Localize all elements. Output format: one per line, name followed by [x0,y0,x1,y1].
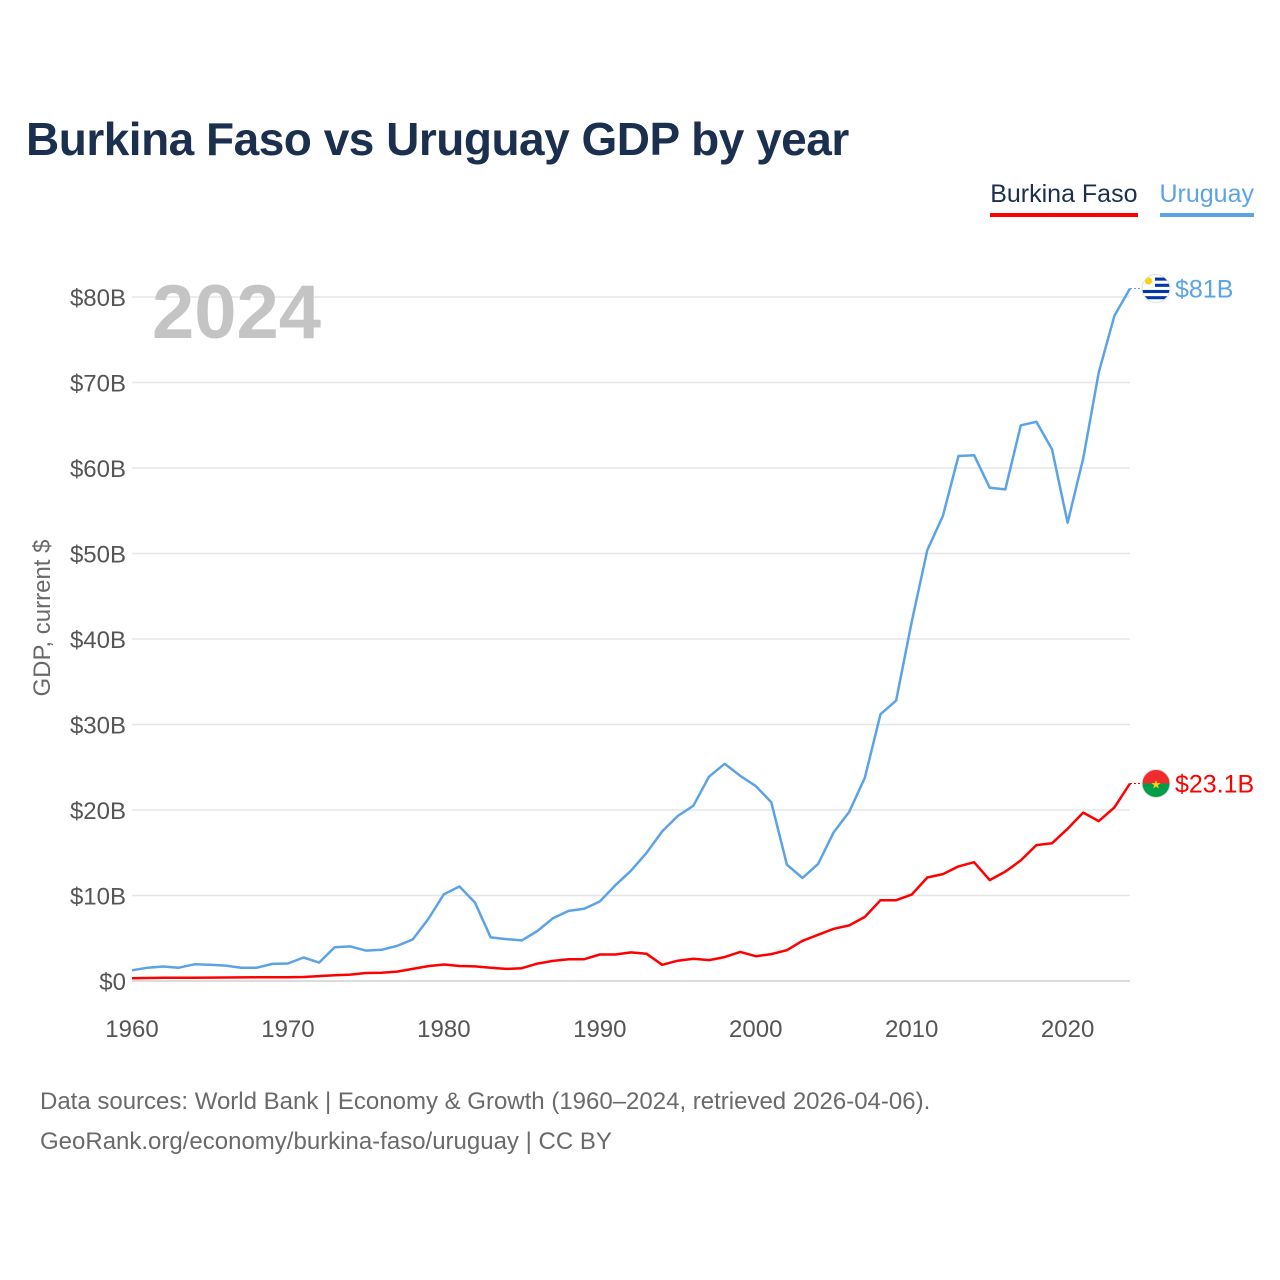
chart-title: Burkina Faso vs Uruguay GDP by year [26,113,849,165]
x-tick-label: 2020 [1041,1016,1094,1043]
x-tick-label: 1970 [261,1016,314,1043]
y-tick-label: $60B [70,456,126,483]
y-tick-label: $0 [99,969,126,996]
x-tick-label: 1960 [105,1016,158,1043]
y-axis-ticks: $0 $10B $20B $30B $40B $50B $60B $70B $80B [70,285,126,996]
y-axis-label: GDP, current $ [29,540,56,697]
y-tick-label: $10B [70,884,126,911]
x-axis-ticks: 1960 1970 1980 1990 2000 2010 2020 [105,1016,1094,1043]
gdp-line-chart: 2024 GDP, current $ $0 $10B $20B $30B $40B $5… [29,270,1254,1043]
end-markers: ★ $23.1B $81B [1130,273,1254,798]
series-lines [131,287,1132,980]
burkina-faso-flag-icon: ★ [1141,768,1171,798]
x-tick-label: 1990 [573,1016,626,1043]
data-source-note: Data sources: World Bank | Economy & Gro… [40,1088,931,1115]
end-value-label: $81B [1175,275,1233,303]
footer: Data sources: World Bank | Economy & Gro… [40,1082,930,1162]
source-url: GeoRank.org/economy/burkina-faso/uruguay… [40,1128,612,1155]
y-tick-label: $70B [70,371,126,398]
legend: Burkina Faso Uruguay [990,180,1254,217]
uruguay-flag-icon [1141,273,1171,303]
y-tick-label: $50B [70,542,126,569]
series-line-uruguay[interactable] [131,287,1132,972]
y-tick-label: $30B [70,713,126,740]
svg-text:★: ★ [1151,777,1162,791]
y-tick-label: $20B [70,798,126,825]
x-tick-label: 2010 [885,1016,938,1043]
grid-lines [132,296,1130,982]
end-value-label: $23.1B [1175,770,1254,798]
legend-item-uruguay[interactable]: Uruguay [1159,180,1254,217]
x-tick-label: 2000 [729,1016,782,1043]
legend-item-burkina-faso[interactable]: Burkina Faso [990,180,1138,217]
series-line-burkina-faso[interactable] [131,782,1132,980]
y-tick-label: $40B [70,627,126,654]
year-watermark: 2024 [152,270,321,355]
x-tick-label: 1980 [417,1016,470,1043]
y-tick-label: $80B [70,285,126,312]
